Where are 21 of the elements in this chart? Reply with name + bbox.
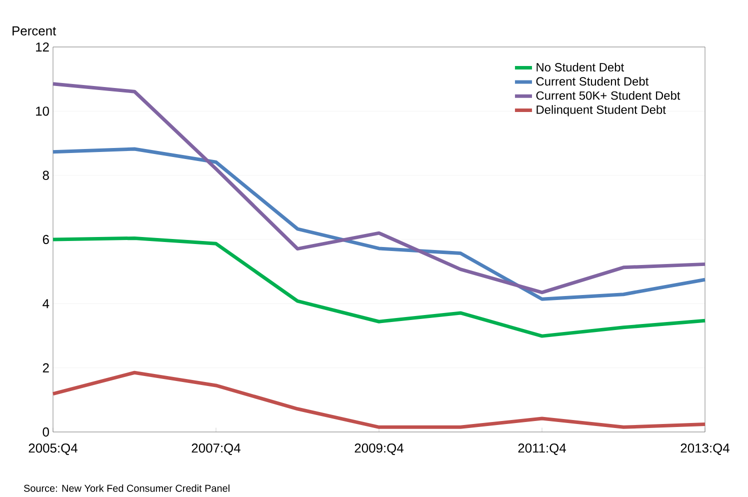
- y-tick-label: 0: [42, 427, 49, 437]
- y-tick-label: 2: [42, 363, 49, 372]
- x-tick-label: 2005:Q4: [28, 444, 78, 455]
- legend-label: Delinquent Student Debt: [536, 105, 666, 116]
- y-tick-label: 4: [42, 299, 50, 308]
- legend-label: No Student Debt: [536, 62, 624, 72]
- x-tick-label: 2007:Q4: [192, 444, 240, 455]
- y-axis-title: Percent: [12, 26, 56, 36]
- x-tick-label: 2013:Q4: [680, 444, 730, 455]
- y-tick-label: 10: [36, 106, 49, 116]
- x-tick-label: 2009:Q4: [354, 444, 404, 455]
- y-tick-label: 6: [42, 234, 49, 244]
- line-series: [51, 147, 707, 301]
- source-note: Source: New York Fed Consumer Credit Panel: [24, 484, 230, 492]
- x-tick-label: 2011:Q4: [518, 444, 566, 455]
- legend-label: Current Student Debt: [536, 76, 649, 86]
- line-series: [51, 370, 707, 429]
- y-tick-label: 8: [42, 170, 49, 180]
- line-series: [51, 236, 707, 338]
- legend-label: Current 50K+ Student Debt: [536, 91, 680, 100]
- y-tick-label: 12: [36, 42, 49, 52]
